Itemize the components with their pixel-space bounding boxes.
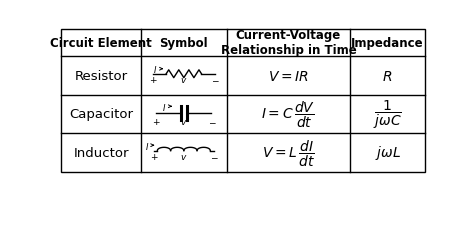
Text: $I$: $I$ bbox=[154, 64, 158, 75]
Text: Inductor: Inductor bbox=[73, 146, 129, 159]
Text: $I = C\,\dfrac{dV}{dt}$: $I = C\,\dfrac{dV}{dt}$ bbox=[261, 99, 316, 130]
Text: Capacitor: Capacitor bbox=[69, 108, 133, 121]
Text: $V = IR$: $V = IR$ bbox=[268, 69, 309, 83]
Text: Symbol: Symbol bbox=[160, 37, 208, 50]
Text: +: + bbox=[149, 76, 156, 85]
Text: −: − bbox=[211, 76, 219, 85]
Text: $j\omega L$: $j\omega L$ bbox=[374, 144, 401, 162]
Text: +: + bbox=[153, 118, 160, 127]
Bar bbox=[61, 30, 425, 172]
Text: $V = L\,\dfrac{dI}{dt}$: $V = L\,\dfrac{dI}{dt}$ bbox=[262, 138, 315, 168]
Text: Resistor: Resistor bbox=[74, 70, 128, 83]
Text: −: − bbox=[208, 118, 215, 127]
Text: Circuit Element: Circuit Element bbox=[50, 37, 152, 50]
Text: Current-Voltage
Relationship in Time: Current-Voltage Relationship in Time bbox=[220, 29, 356, 57]
Text: $v$: $v$ bbox=[180, 152, 188, 161]
Text: $v$: $v$ bbox=[180, 118, 188, 127]
Text: $I$: $I$ bbox=[145, 140, 149, 151]
Text: Impedance: Impedance bbox=[351, 37, 424, 50]
Text: $v$: $v$ bbox=[180, 76, 188, 85]
Text: $R$: $R$ bbox=[383, 69, 392, 83]
Text: $I$: $I$ bbox=[162, 101, 166, 112]
Text: +: + bbox=[150, 152, 157, 161]
Text: −: − bbox=[210, 152, 218, 161]
Text: $\dfrac{1}{j\omega C}$: $\dfrac{1}{j\omega C}$ bbox=[373, 98, 402, 131]
